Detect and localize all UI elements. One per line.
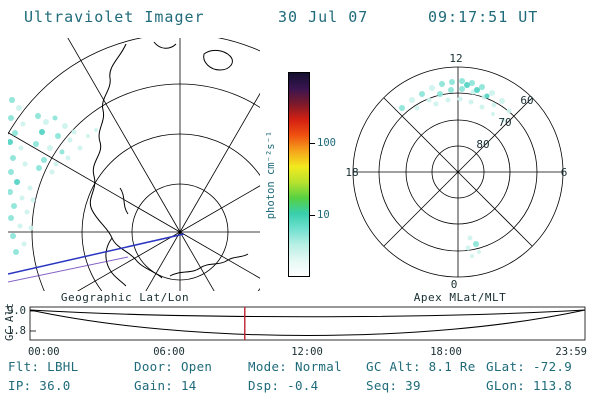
mlt-label-18: 18 [345, 166, 358, 179]
altitude-plot-frame [29, 306, 586, 341]
date-label: 30 Jul 07 [278, 8, 369, 26]
status-seq: Seq: 39 [366, 378, 421, 393]
mlat-label-70: 70 [498, 116, 511, 129]
status-mode: Mode: Normal [248, 359, 342, 374]
altitude-curve [29, 309, 586, 336]
altitude-ylabel: GC Alt [4, 303, 16, 341]
status-ip: IP: 36.0 [8, 378, 71, 393]
apex-dial-spokes [353, 67, 563, 277]
time-label: 09:17:51 UT [428, 8, 539, 26]
xtick-2359: 23:59 [555, 346, 587, 358]
colorbar-gradient [289, 73, 309, 276]
colorbar-tick-label-10: 10 [317, 209, 330, 221]
xtick-0600: 06:00 [153, 346, 185, 358]
geographic-emission-patches [8, 97, 98, 255]
status-glat: GLat: -72.9 [486, 359, 573, 374]
geographic-grid-arcs [8, 38, 260, 291]
colorbar-tick-label-100: 100 [317, 137, 336, 149]
geographic-caption: Geographic Lat/Lon [60, 291, 190, 304]
mlt-label-0: 0 [451, 278, 458, 291]
altitude-strip-chart [29, 306, 586, 341]
colorbar-tick-100 [310, 143, 315, 144]
altitude-ytick-bottom: 1.8 [7, 325, 26, 337]
geographic-grid-meridians [8, 38, 260, 291]
xtick-0000: 00:00 [28, 346, 60, 358]
xtick-1200: 12:00 [291, 346, 323, 358]
colorbar-tick-10 [310, 215, 315, 216]
geographic-map-panel [8, 38, 260, 291]
altitude-ytick-top: 9.0 [7, 305, 26, 317]
mlt-label-6: 6 [561, 166, 568, 179]
apex-dial-labels: 12 18 6 0 80 70 60 [345, 52, 567, 291]
colorbar [288, 72, 310, 277]
colorbar-units-label: photon cm⁻²s⁻¹ [265, 130, 277, 220]
apex-emission-patches [399, 78, 512, 258]
mlat-label-60: 60 [520, 94, 533, 107]
status-flt: Flt: LBHL [8, 359, 79, 374]
status-dsp: Dsp: -0.4 [248, 378, 319, 393]
apex-dial-panel: 12 18 6 0 80 70 60 [345, 52, 567, 291]
altitude-yticks [30, 310, 36, 332]
xtick-1800: 18:00 [430, 346, 462, 358]
status-gain: Gain: 14 [134, 378, 197, 393]
mlat-label-80: 80 [476, 138, 489, 151]
mlt-label-12: 12 [449, 52, 462, 65]
apex-caption: Apex MLat/MLT [413, 291, 507, 304]
status-gcalt: GC Alt: 8.1 Re [366, 359, 476, 374]
page-title: Ultraviolet Imager [24, 8, 205, 26]
status-glon: GLon: 113.8 [486, 378, 573, 393]
status-door: Door: Open [134, 359, 213, 374]
orbit-track-line [8, 233, 185, 283]
coastline-outlines [89, 41, 249, 287]
